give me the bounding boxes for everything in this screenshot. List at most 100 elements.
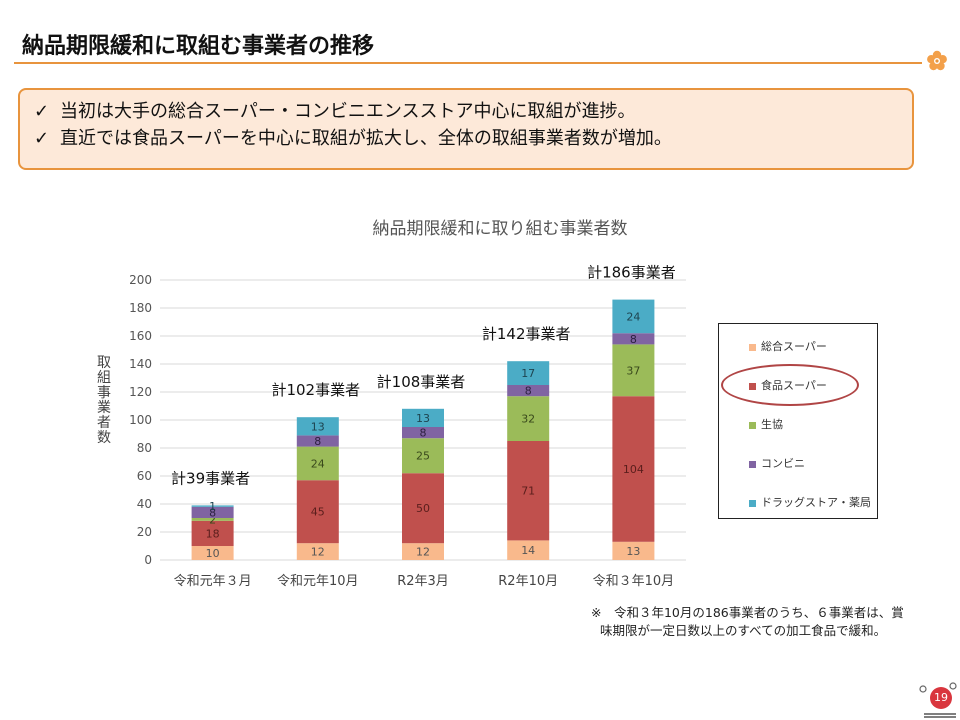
bar-value-label: 13 <box>626 545 640 558</box>
bar-value-label: 10 <box>206 547 220 560</box>
y-tick-label: 100 <box>129 413 152 427</box>
y-tick-label: 160 <box>129 329 152 343</box>
bar-value-label: 8 <box>314 435 321 448</box>
bar-value-label: 17 <box>521 367 535 380</box>
legend-item: ドラッグストア・薬局 <box>749 494 871 510</box>
page-number-badge: 19 <box>930 687 952 709</box>
bar-segment <box>296 543 339 560</box>
y-tick-label: 80 <box>137 441 152 455</box>
bar-segment <box>296 480 339 544</box>
bar-total-label: 計39事業者 <box>171 469 250 487</box>
x-tick-label: 令和元年10月 <box>277 574 359 589</box>
bar-segment <box>507 441 550 541</box>
bar-value-label: 45 <box>311 506 325 519</box>
bar-segment <box>612 344 655 397</box>
legend-swatch <box>749 343 756 351</box>
legend-highlight-ring <box>721 364 859 406</box>
bar-segment <box>612 299 655 334</box>
bar-segment <box>402 408 444 427</box>
bar-segment <box>507 396 550 441</box>
legend-swatch <box>749 499 756 507</box>
title-underline <box>14 62 922 64</box>
y-tick-label: 200 <box>129 273 152 287</box>
bar-total-label: 計108事業者 <box>377 373 466 391</box>
y-tick-label: 20 <box>137 525 152 539</box>
bar-segment <box>507 540 550 560</box>
bar-value-label: 24 <box>626 310 640 323</box>
bar-value-label: 18 <box>206 527 220 540</box>
bar-segment <box>507 361 550 385</box>
summary-line-2: ✓ 直近では食品スーパーを中心に取組が拡大し、全体の取組事業者数が増加。 <box>34 125 912 152</box>
bar-value-label: 13 <box>311 420 325 433</box>
legend-item: 総合スーパー <box>749 338 827 354</box>
bar-value-label: 8 <box>209 506 216 519</box>
x-tick-label: 令和元年３月 <box>174 574 252 589</box>
summary-callout: ✓ 当初は大手の総合スーパー・コンビニエンスストア中心に取組が進捗。 ✓ 直近では食… <box>18 88 914 170</box>
y-tick-label: 140 <box>129 357 152 371</box>
y-tick-label: 60 <box>137 469 152 483</box>
bar-value-label: 2 <box>209 513 216 526</box>
bar-value-label: 12 <box>311 546 325 559</box>
chart-title: 納品期限緩和に取り組む事業者数 <box>372 219 628 239</box>
y-tick-label: 40 <box>137 497 152 511</box>
bar-segment <box>402 438 444 474</box>
y-axis-label: 取組事業者数 <box>97 355 111 446</box>
bar-value-label: 12 <box>416 546 430 559</box>
legend-label: コンビニ <box>761 457 805 470</box>
bar-value-label: 37 <box>626 364 640 377</box>
legend-swatch <box>749 460 756 468</box>
bar-segment <box>191 505 234 507</box>
footnote-line-1: ※ 令和３年10月の186事業者のうち、６事業者は、賞 <box>591 605 904 620</box>
plum-flower-icon <box>927 50 947 71</box>
bar-segment <box>191 546 234 560</box>
bar-segment <box>296 417 339 436</box>
bar-value-label: 8 <box>420 427 427 440</box>
legend-label: 生協 <box>761 418 783 431</box>
bar-segment <box>402 427 444 439</box>
x-tick-label: R2年3月 <box>397 574 449 589</box>
bar-segment <box>507 385 550 397</box>
bar-value-label: 8 <box>630 333 637 346</box>
x-tick-label: R2年10月 <box>498 574 558 589</box>
y-tick-label: 180 <box>129 301 152 315</box>
bar-total-label: 計102事業者 <box>271 381 360 399</box>
bar-value-label: 8 <box>525 385 532 398</box>
bar-value-label: 1 <box>209 500 216 513</box>
ministry-logo-icon <box>919 682 957 718</box>
bar-segment <box>191 518 234 521</box>
bar-segment <box>296 446 339 481</box>
page-title: 納品期限緩和に取組む事業者の推移 <box>22 34 375 59</box>
chart-legend: 総合スーパー 食品スーパー 生協 コンビニ ドラッグストア・薬局 <box>718 323 878 519</box>
y-tick-label: 0 <box>144 553 152 567</box>
footnote-line-2: 味期限が一定日数以上のすべての加工食品で緩和。 <box>600 623 887 638</box>
bar-segment <box>191 520 234 546</box>
x-tick-label: 令和３年10月 <box>593 574 675 589</box>
bar-value-label: 32 <box>521 413 535 426</box>
bar-segment <box>191 506 234 518</box>
check-icon: ✓ <box>34 101 50 122</box>
bar-value-label: 25 <box>416 450 430 463</box>
bar-value-label: 50 <box>416 502 430 515</box>
bar-value-label: 13 <box>416 412 430 425</box>
bar-segment <box>612 396 655 542</box>
legend-label: ドラッグストア・薬局 <box>761 496 871 509</box>
legend-label: 総合スーパー <box>761 340 827 353</box>
bar-segment <box>296 435 339 447</box>
footnote: ※ 令和３年10月の186事業者のうち、６事業者は、賞 味期限が一定日数以上のす… <box>591 604 921 640</box>
bar-value-label: 71 <box>521 485 535 498</box>
y-tick-label: 120 <box>129 385 152 399</box>
bar-total-label: 計186事業者 <box>587 264 676 282</box>
bar-segment <box>612 541 655 560</box>
bar-value-label: 14 <box>521 544 535 557</box>
bar-segment <box>402 473 444 544</box>
legend-swatch <box>749 421 756 429</box>
bar-segment <box>402 543 444 560</box>
bar-value-label: 104 <box>623 463 644 476</box>
bar-total-label: 計142事業者 <box>482 325 571 343</box>
bar-value-label: 24 <box>311 457 325 470</box>
bar-segment <box>612 333 655 345</box>
legend-item: コンビニ <box>749 455 805 471</box>
summary-line-1: ✓ 当初は大手の総合スーパー・コンビニエンスストア中心に取組が進捗。 <box>34 98 912 125</box>
legend-item: 生協 <box>749 416 783 432</box>
